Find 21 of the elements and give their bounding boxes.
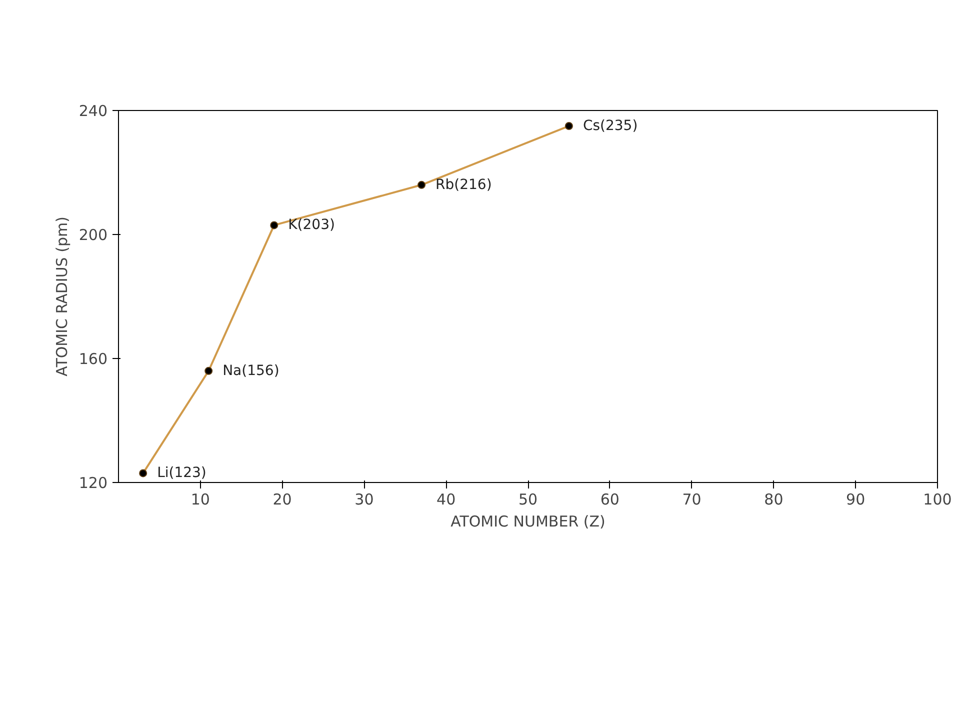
data-label: Na(156) [222,362,280,379]
x-tick-label: 50 [518,490,538,508]
x-tick-label: 100 [923,490,952,508]
data-label: K(203) [288,217,335,234]
x-tick-label: 80 [764,490,784,508]
y-tick-label: 240 [78,102,108,120]
x-tick-label: 10 [190,490,210,508]
x-tick-label: 40 [436,490,456,508]
y-tick-label: 120 [78,474,108,492]
x-tick-label: 70 [682,490,702,508]
x-tick-label: 30 [354,490,374,508]
y-tick-label: 160 [78,350,108,368]
x-tick-label: 20 [272,490,292,508]
data-label: Rb(216) [436,176,492,193]
x-tick-label: 90 [846,490,866,508]
data-label: Li(123) [157,465,206,482]
x-axis-title: ATOMIC NUMBER (Z) [450,512,606,530]
data-label: Cs(235) [582,118,638,134]
y-axis-title: ATOMIC RADIUS (pm) [52,216,71,376]
y-tick-label: 200 [78,226,108,244]
x-tick-label: 60 [600,490,620,508]
